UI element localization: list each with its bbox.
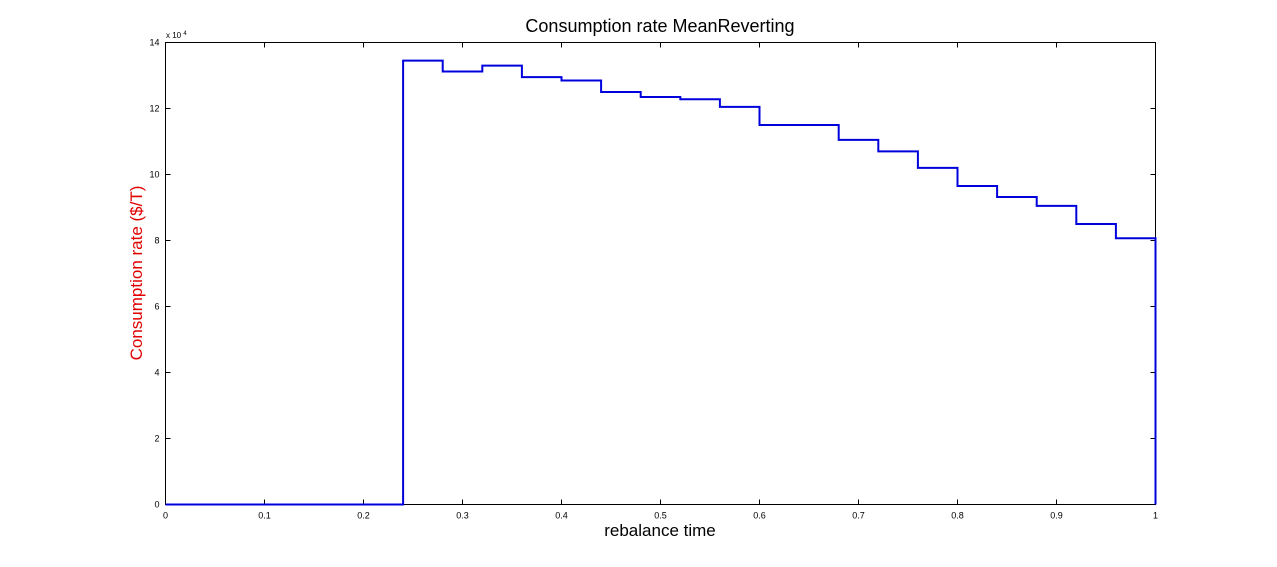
chart-title: Consumption rate MeanReverting	[525, 16, 794, 36]
y-tick-label: 6	[154, 302, 159, 312]
x-tick-label: 0.2	[357, 511, 370, 521]
y-tick-label: 12	[149, 104, 159, 114]
y-axis-label: Consumption rate ($/T)	[127, 186, 146, 361]
x-tick-label: 0.7	[852, 511, 865, 521]
series-line	[165, 59, 1157, 506]
y-multiplier: x 10 4	[166, 31, 187, 40]
x-tick-label: 0	[163, 511, 168, 521]
x-tick-label: 0.3	[456, 511, 469, 521]
y-tick-label: 4	[154, 368, 159, 378]
y-tick-label: 0	[154, 500, 159, 510]
plot-area	[165, 42, 1156, 505]
x-tick-label: 0.9	[1050, 511, 1063, 521]
y-tick-labels: 0 2 4 6 8 10 12 14	[149, 38, 159, 510]
y-tick-label: 2	[154, 434, 159, 444]
x-axis-label: rebalance time	[604, 521, 716, 540]
x-tick-label: 0.4	[555, 511, 568, 521]
x-tick-label: 0.1	[258, 511, 271, 521]
x-tick-label: 1	[1153, 511, 1158, 521]
x-tick-label: 0.8	[951, 511, 964, 521]
y-tick-label: 14	[149, 38, 159, 48]
x-tick-label: 0.5	[654, 511, 667, 521]
y-multiplier-exponent: 4	[183, 31, 187, 37]
x-tick-labels: 0 0.1 0.2 0.3 0.4 0.5 0.6 0.7 0.8 0.9 1	[163, 511, 1158, 521]
y-tick-label: 8	[154, 236, 159, 246]
x-tick-label: 0.6	[753, 511, 766, 521]
y-tick-label: 10	[149, 170, 159, 180]
